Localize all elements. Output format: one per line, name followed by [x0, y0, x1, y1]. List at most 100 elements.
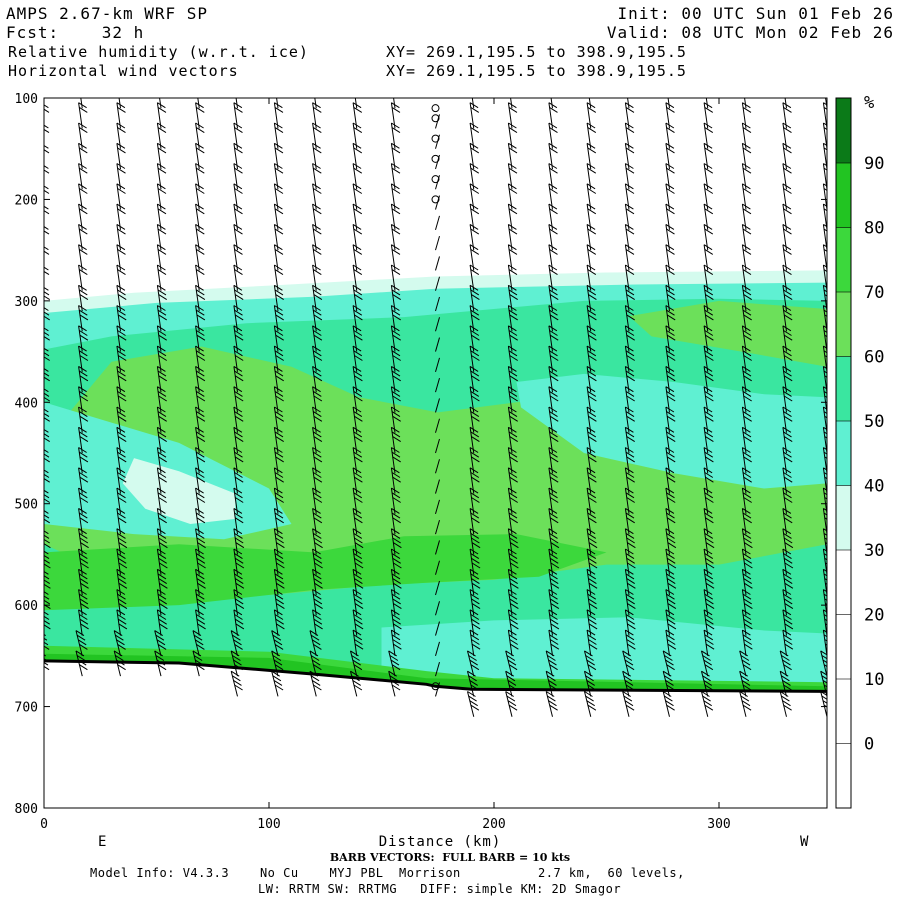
wind-barb — [390, 345, 401, 372]
wind-barb — [624, 447, 635, 474]
xy-line-1: XY= 269.1,195.5 to 398.9,195.5 — [386, 43, 687, 61]
wind-barb — [701, 670, 714, 697]
wind-barb — [233, 305, 244, 332]
wind-barb — [741, 284, 752, 312]
colorbar-band-70 — [836, 227, 851, 292]
wind-barb — [624, 325, 635, 352]
wind-barb — [435, 215, 440, 230]
wind-barb — [118, 98, 121, 109]
wind-barb — [586, 223, 597, 251]
wind-barb — [390, 163, 401, 190]
wind-barb — [469, 284, 480, 312]
wind-barb — [586, 589, 598, 616]
wind-barb — [507, 284, 518, 312]
wind-barb — [352, 528, 364, 555]
wind-barb — [665, 487, 676, 514]
wind-barb — [233, 183, 243, 210]
wind-barb — [586, 548, 598, 575]
wind-barb — [469, 426, 480, 454]
wind-barb — [195, 305, 206, 332]
wind-barb — [584, 650, 597, 677]
wind-barb — [312, 305, 323, 332]
wind-barb — [548, 548, 560, 575]
wind-barb — [156, 264, 167, 291]
wind-barb — [469, 406, 480, 433]
wind-barb — [507, 386, 518, 413]
wind-barb — [624, 589, 636, 616]
wind-barb — [352, 102, 363, 129]
wind-barb — [159, 98, 162, 109]
wind-barb — [741, 102, 752, 129]
wind-barb — [507, 568, 519, 596]
wind-barb — [741, 629, 753, 656]
wind-barb — [703, 142, 714, 170]
colorbar-band-30 — [836, 485, 851, 550]
wind-barb — [312, 568, 323, 596]
wind-barb — [741, 609, 753, 636]
wind-barb — [782, 589, 794, 616]
wind-barb — [505, 650, 518, 677]
colorbar-tick-label: 10 — [864, 670, 884, 690]
wind-barb — [390, 305, 401, 332]
wind-barb — [507, 223, 518, 251]
wind-barb — [820, 691, 827, 717]
wind-barb — [116, 406, 127, 433]
wind-barb — [703, 163, 714, 190]
calm-circle — [431, 195, 440, 204]
wind-barb — [116, 467, 127, 494]
wind-barb — [622, 670, 635, 697]
wind-barb — [116, 447, 127, 474]
wind-barb — [195, 142, 205, 170]
wind-barb — [469, 345, 480, 372]
wind-barb — [703, 203, 714, 230]
wind-barb — [782, 426, 793, 454]
wind-barb — [116, 325, 127, 352]
wind-barb — [586, 345, 597, 372]
physics-info: LW: RRTM SW: RRTMG DIFF: simple KM: 2D S… — [258, 882, 622, 896]
wind-barb — [352, 163, 363, 190]
wind-barb — [352, 122, 363, 149]
vector-title: Horizontal wind vectors — [8, 62, 239, 80]
rh-region-70 — [44, 534, 607, 611]
wind-barb — [548, 163, 558, 190]
wind-barb — [507, 325, 518, 352]
wind-barb — [435, 459, 440, 474]
wind-barb — [548, 122, 558, 149]
wind-barb — [507, 467, 518, 494]
wind-barb — [44, 165, 50, 190]
wind-barb — [271, 670, 284, 697]
wind-barb — [352, 345, 363, 372]
wind-barb — [665, 142, 675, 170]
wind-barb — [822, 223, 827, 251]
wind-barb — [44, 246, 50, 271]
wind-barb — [312, 122, 322, 149]
wind-barb — [233, 244, 243, 271]
wind-barb — [78, 365, 89, 393]
wind-barb — [469, 386, 480, 413]
wind-barb — [779, 691, 792, 717]
wind-barb — [467, 650, 480, 677]
terrain-layer — [44, 659, 827, 808]
wind-barb — [273, 528, 285, 555]
wind-barb — [741, 325, 752, 352]
wind-barb — [195, 345, 206, 372]
rh-region-60 — [629, 300, 827, 367]
wind-barb — [507, 345, 518, 372]
wind-barb — [548, 447, 559, 474]
wind-barb — [273, 163, 284, 190]
wind-barb — [741, 548, 753, 575]
wind-barb — [822, 305, 827, 332]
wind-barb — [78, 589, 89, 616]
wind-barb — [312, 102, 322, 129]
fcst-value: 32 h — [101, 23, 145, 42]
wind-barb — [779, 650, 792, 677]
wind-barb — [741, 163, 752, 190]
init-time: Init: 00 UTC Sun 01 Feb 26 — [617, 4, 894, 23]
wind-barb — [822, 365, 827, 393]
wind-barb — [273, 447, 284, 474]
rh-region-40 — [381, 617, 827, 685]
wind-barb — [116, 609, 128, 636]
wind-barb — [782, 568, 794, 596]
rh-region-80 — [44, 653, 827, 691]
wind-barb — [390, 365, 401, 393]
